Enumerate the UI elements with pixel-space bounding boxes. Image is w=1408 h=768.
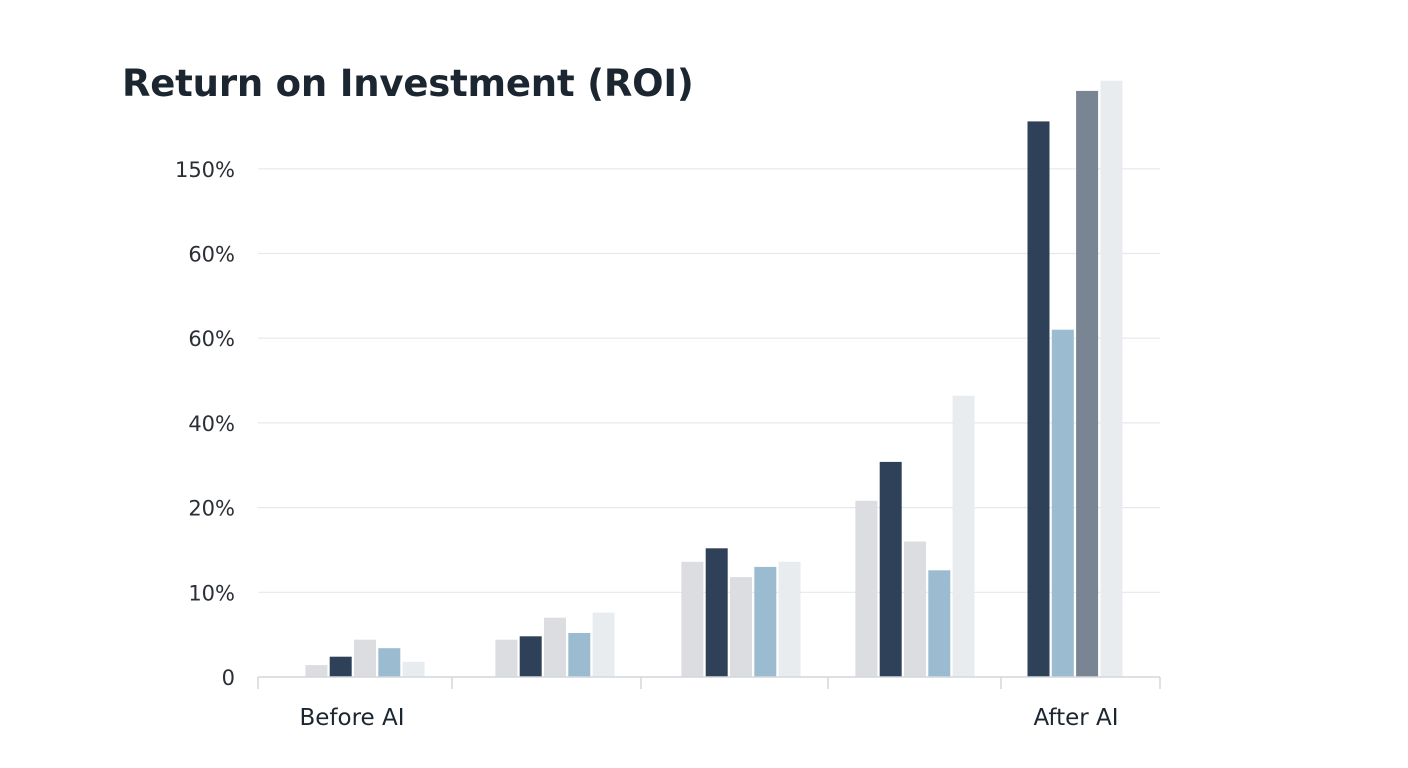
bar (402, 661, 425, 677)
y-tick-label: 0 (222, 666, 235, 690)
category-labels: Before AI After AI (299, 705, 1118, 731)
bar (681, 561, 704, 677)
bar (754, 566, 777, 677)
y-tick-label: 10% (188, 581, 235, 605)
y-tick-label: 40% (188, 412, 235, 436)
bar (1076, 90, 1099, 677)
bar (952, 395, 975, 677)
bar (305, 665, 328, 677)
bar (705, 548, 728, 677)
x-axis (257, 676, 1161, 689)
bar (1027, 121, 1050, 677)
bar (879, 461, 902, 677)
y-tick-label: 20% (188, 497, 235, 521)
bar (1100, 80, 1123, 677)
bar (928, 570, 951, 677)
bar (730, 577, 752, 677)
y-tick-label: 150% (175, 158, 235, 182)
chart-title: Return on Investment (ROI) (122, 62, 694, 105)
bar (329, 656, 352, 677)
x-category-label: Before AI (299, 705, 404, 731)
bar (354, 639, 376, 677)
bar (592, 612, 615, 677)
bar (1051, 329, 1074, 677)
bar (519, 636, 542, 677)
bar (778, 561, 801, 677)
bars (305, 80, 1123, 677)
bar (544, 617, 566, 677)
x-category-label: After AI (1033, 705, 1118, 731)
bar (855, 500, 878, 677)
bar (378, 648, 401, 677)
y-axis-ticks: 0 10% 20% 40% 60% 60% 150% (175, 158, 235, 690)
y-tick-label: 60% (188, 243, 235, 267)
bar (904, 541, 926, 677)
bar (568, 633, 591, 677)
y-tick-label: 60% (188, 327, 235, 351)
bar (495, 639, 518, 677)
gridlines (258, 168, 1160, 593)
